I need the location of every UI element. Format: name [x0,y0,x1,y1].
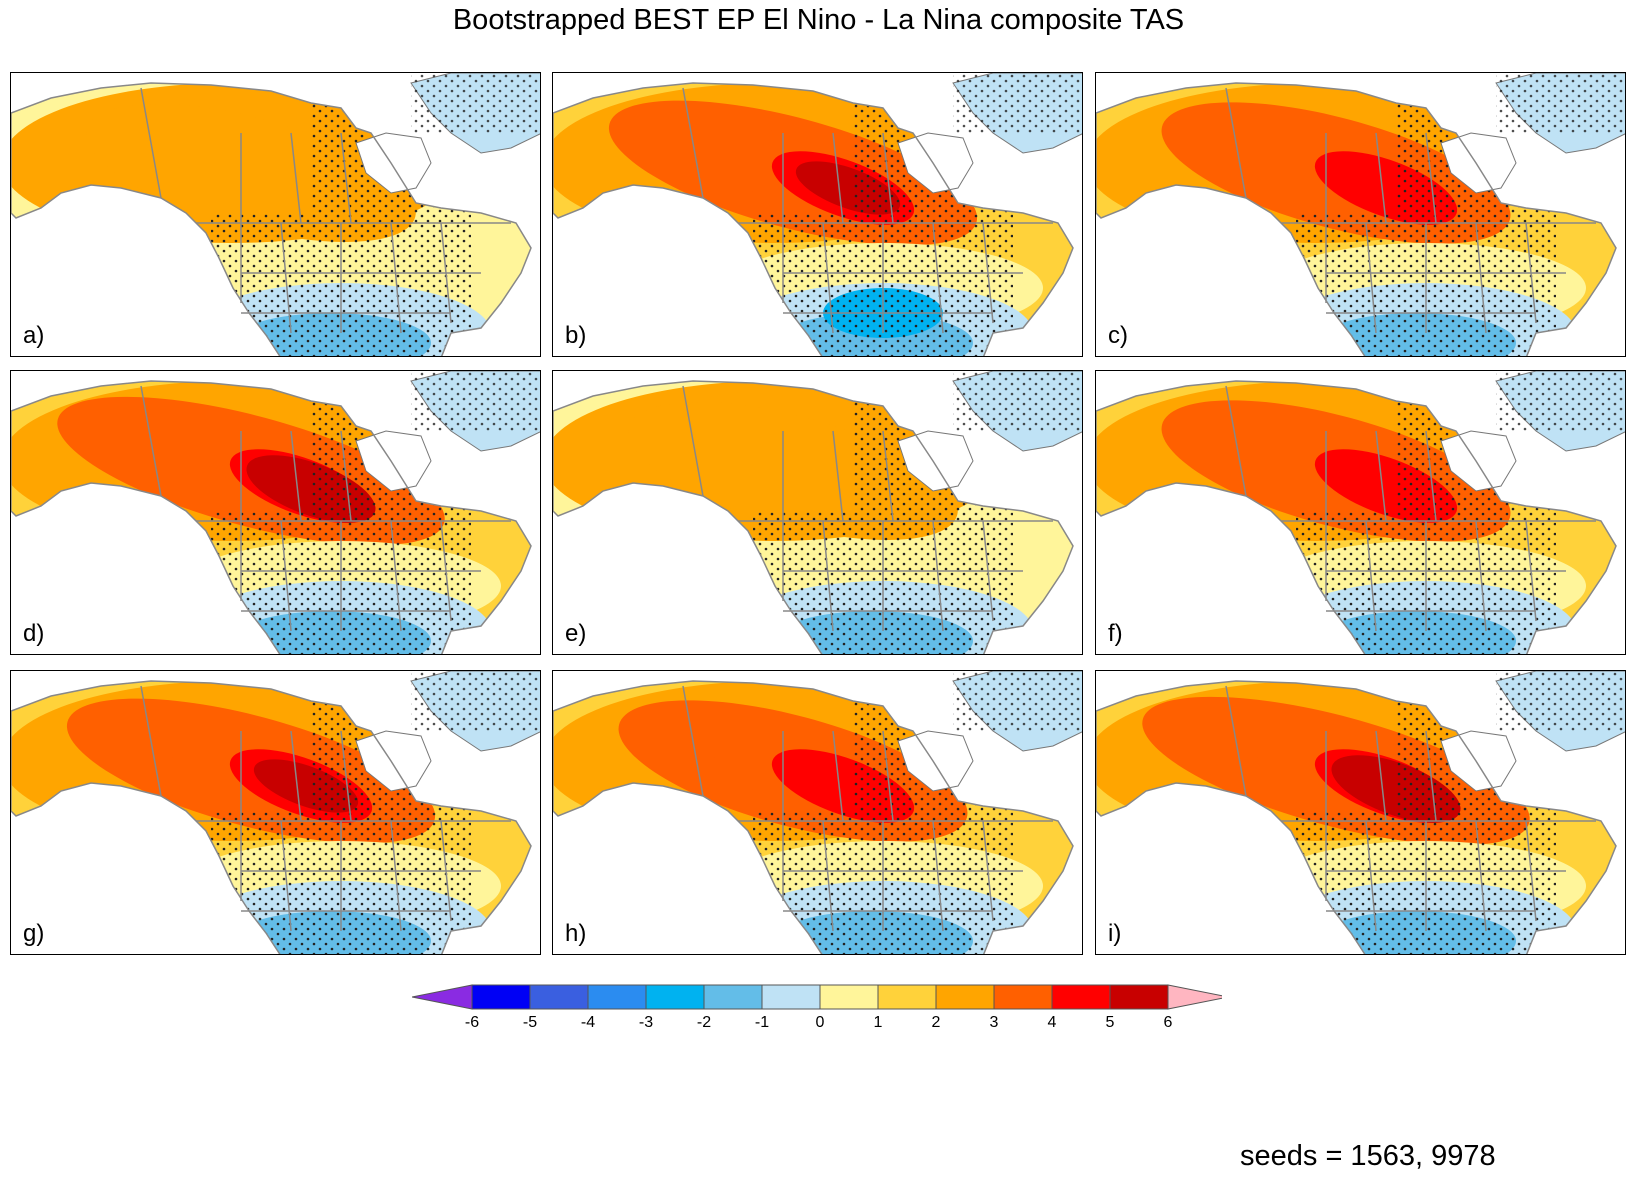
colorbar-segment [819,984,879,1010]
colorbar-segment [1051,984,1111,1010]
colorbar-tick-label: 2 [931,1014,941,1031]
colorbar-tick-label: -5 [522,1014,538,1031]
colorbar-tick-label: -6 [464,1014,480,1031]
panel-label: i) [1108,920,1122,947]
panel-label: b) [565,322,587,349]
temperature-map [1096,671,1625,954]
colorbar-segment [1109,984,1169,1010]
temperature-map [11,671,540,954]
seeds-label: seeds = 1563, 9978 [1240,1140,1496,1172]
map-panel: g) [10,670,541,955]
temperature-map [553,671,1082,954]
colorbar-tick-label: 4 [1047,1014,1057,1031]
colorbar-high-extend [1167,984,1222,1010]
map-panel: c) [1095,72,1626,357]
colorbar-tick-label: -4 [580,1014,596,1031]
temperature-map [11,371,540,654]
colorbar-segment [935,984,995,1010]
colorbar-segment [471,984,531,1010]
map-panel: e) [552,370,1083,655]
map-panel: h) [552,670,1083,955]
panel-label: d) [23,620,45,647]
colorbar-segment [703,984,763,1010]
panel-label: c) [1108,322,1128,349]
map-panel: i) [1095,670,1626,955]
colorbar-segment [587,984,647,1010]
map-panel: d) [10,370,541,655]
temperature-map [1096,371,1625,654]
temperature-map [553,73,1082,356]
figure-title: Bootstrapped BEST EP El Nino - La Nina c… [452,4,1185,36]
colorbar [412,984,1222,1010]
colorbar-tick-label: -3 [638,1014,654,1031]
colorbar-segment [761,984,821,1010]
colorbar-tick-label: 5 [1105,1014,1115,1031]
colorbar-tick-label: 3 [989,1014,999,1031]
panel-label: g) [23,920,45,947]
colorbar-segment [529,984,589,1010]
map-panel: b) [552,72,1083,357]
map-panel: a) [10,72,541,357]
temperature-map [1096,73,1625,356]
temperature-map [11,73,540,356]
panel-label: h) [565,920,587,947]
colorbar-segment [877,984,937,1010]
colorbar-tick-label: -2 [696,1014,712,1031]
colorbar-tick-label: -1 [754,1014,770,1031]
panel-label: a) [23,322,45,349]
panel-label: e) [565,620,587,647]
temperature-map [553,371,1082,654]
map-panel: f) [1095,370,1626,655]
colorbar-low-extend [412,984,473,1010]
colorbar-segment [645,984,705,1010]
colorbar-tick-label: 6 [1163,1014,1173,1031]
colorbar-tick-label: 0 [815,1014,825,1031]
colorbar-segment [993,984,1053,1010]
colorbar-tick-label: 1 [873,1014,883,1031]
panel-label: f) [1108,620,1123,647]
